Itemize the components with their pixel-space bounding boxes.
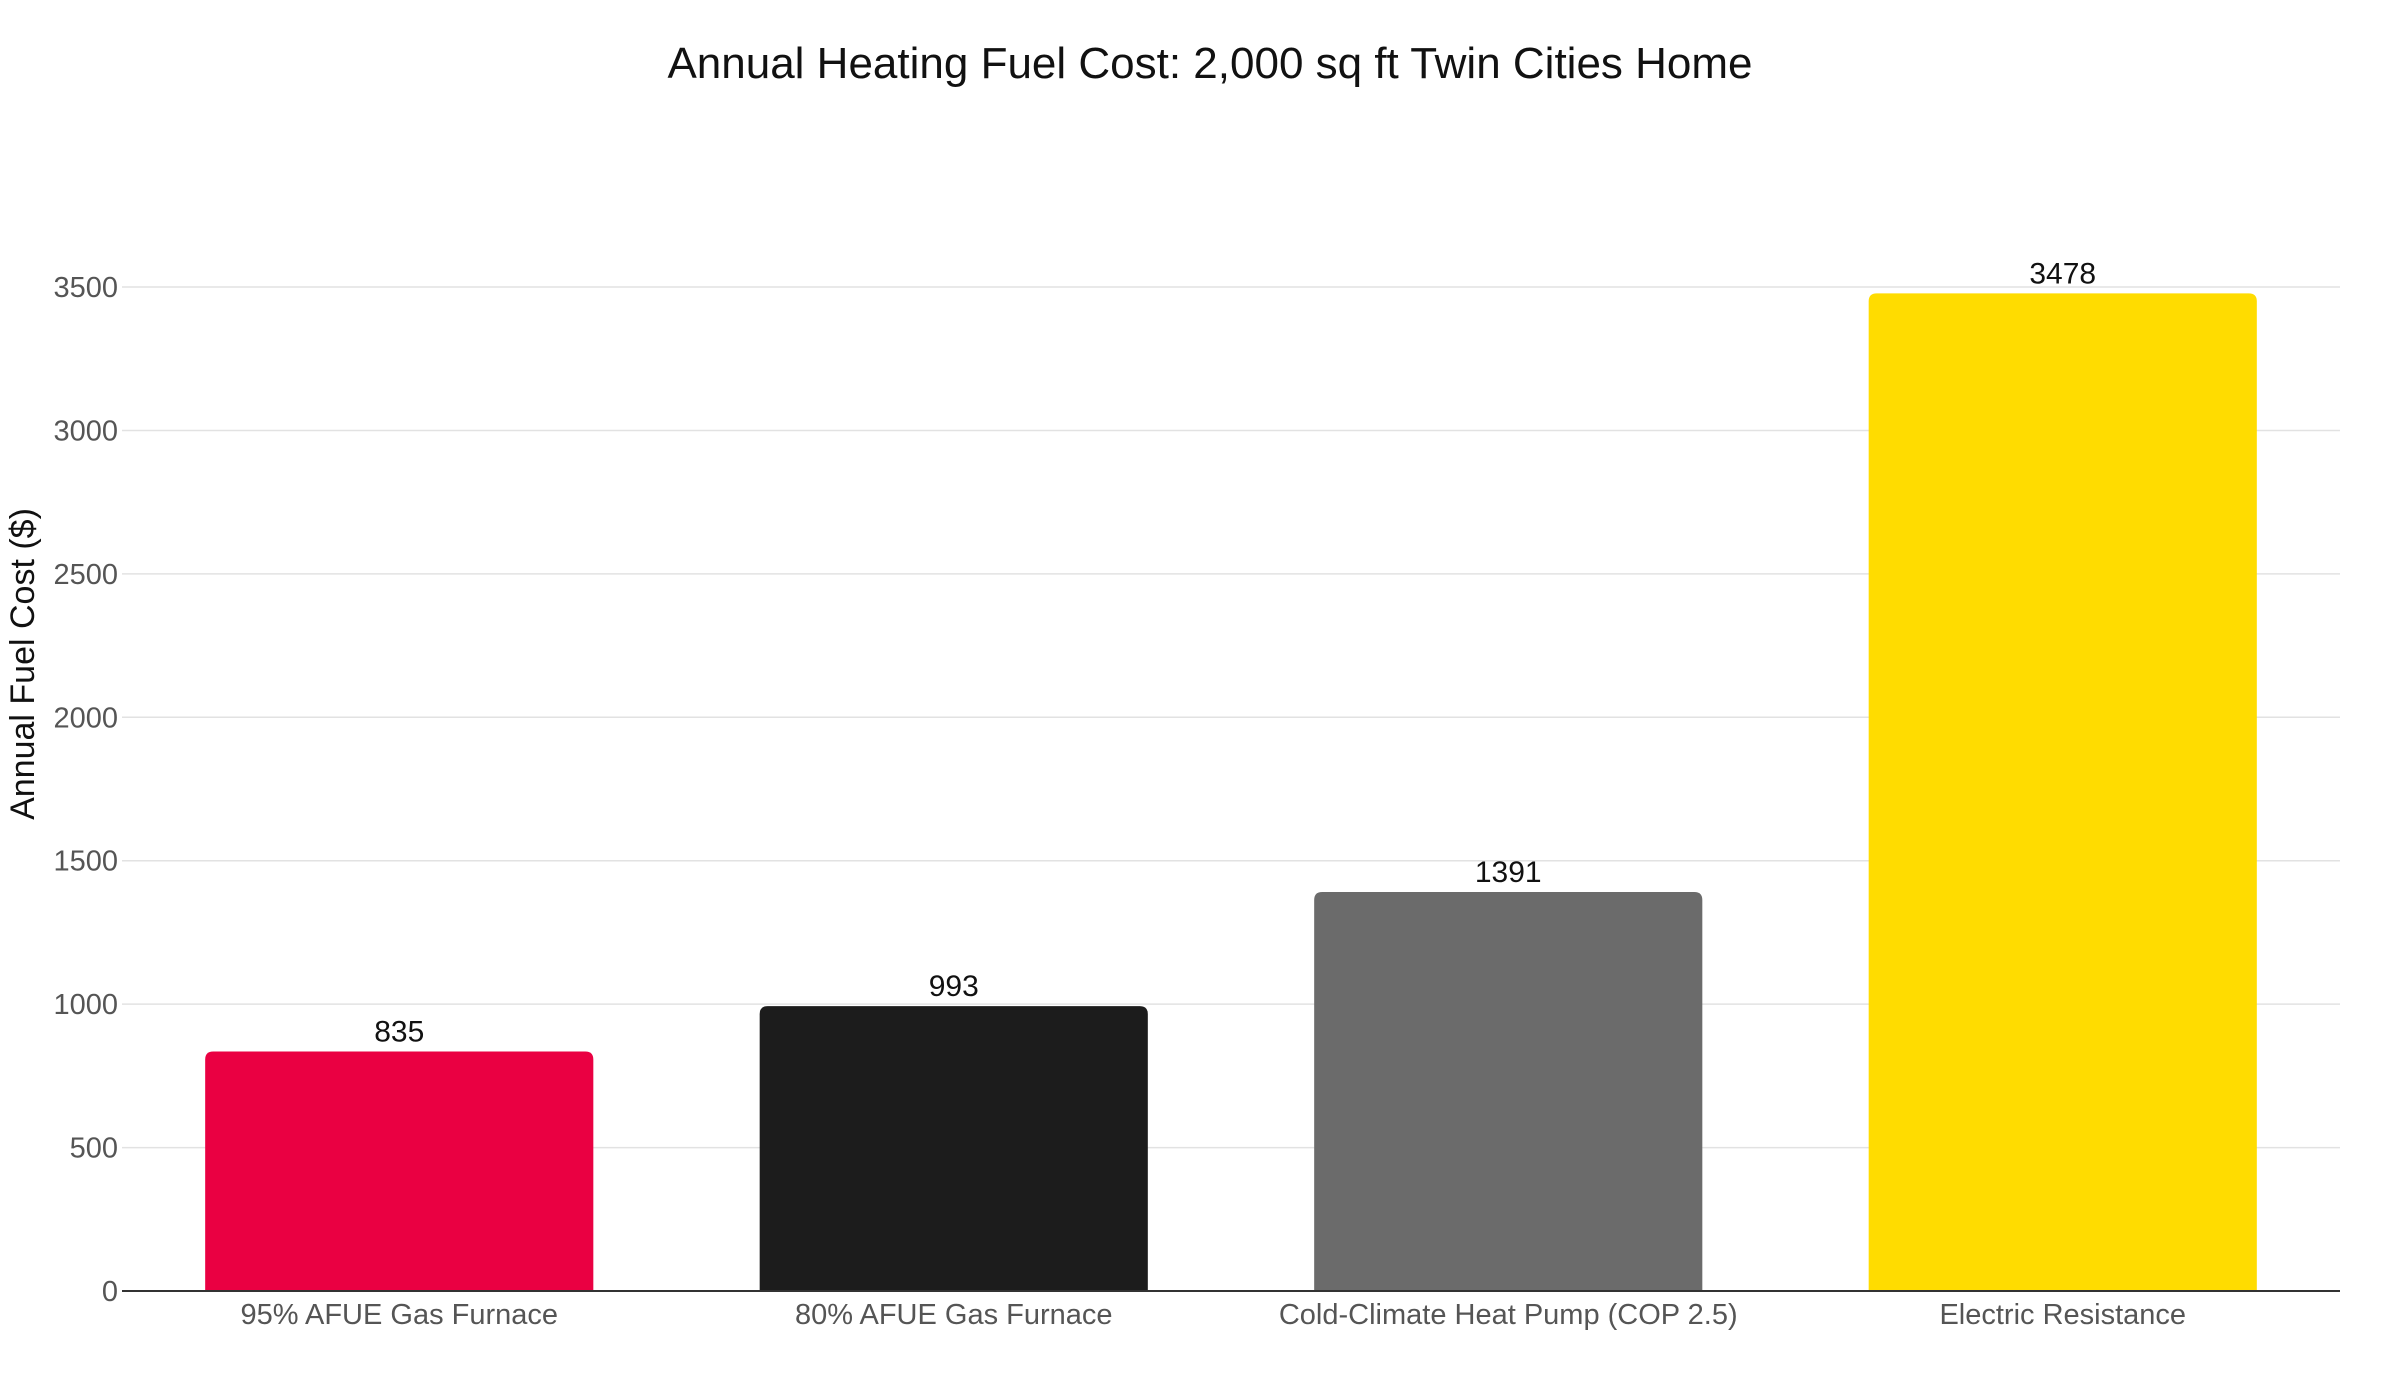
data-label: 993 xyxy=(929,970,979,1003)
y-tick-label: 2000 xyxy=(53,702,118,734)
chart-title: Annual Heating Fuel Cost: 2,000 sq ft Tw… xyxy=(667,39,1752,88)
bar xyxy=(205,1051,594,1291)
bar xyxy=(759,1006,1148,1291)
x-tick-labels: 95% AFUE Gas Furnace 80% AFUE Gas Furnace… xyxy=(240,1299,2186,1331)
y-tick-label: 0 xyxy=(102,1276,118,1308)
data-label: 1391 xyxy=(1475,856,1542,889)
x-tick-label: 95% AFUE Gas Furnace xyxy=(240,1299,558,1331)
x-tick-label: Electric Resistance xyxy=(1939,1299,2186,1331)
y-tick-label: 2500 xyxy=(53,559,118,591)
data-labels: 835 993 1391 3478 xyxy=(374,257,2096,1048)
bars xyxy=(205,293,2257,1291)
y-tick-label: 1000 xyxy=(53,989,118,1021)
x-tick-label: Cold-Climate Heat Pump (COP 2.5) xyxy=(1279,1299,1738,1331)
bar xyxy=(1314,891,1703,1291)
gridlines xyxy=(122,286,2340,1149)
bar xyxy=(1868,293,2257,1291)
data-label: 835 xyxy=(374,1015,424,1048)
x-tick-label: 80% AFUE Gas Furnace xyxy=(795,1299,1113,1331)
data-label: 3478 xyxy=(2029,257,2096,290)
y-tick-label: 500 xyxy=(70,1133,118,1165)
y-tick-label: 1500 xyxy=(53,846,118,878)
y-axis-title: Annual Fuel Cost ($) xyxy=(4,508,42,820)
y-tick-label: 3000 xyxy=(53,415,118,447)
y-tick-labels: 0 500 1000 1500 2000 2500 3000 3500 xyxy=(53,272,118,1308)
y-tick-label: 3500 xyxy=(53,272,118,304)
